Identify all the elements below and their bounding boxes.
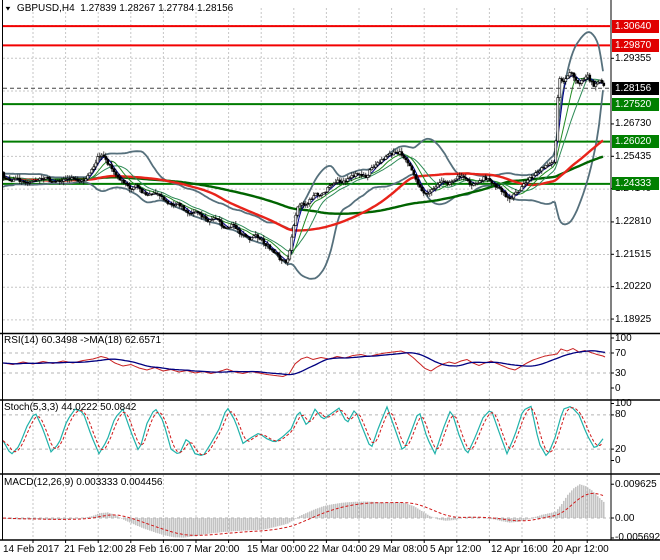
resistance-price-badge: 1.29870 [612,38,659,52]
time-axis-label[interactable]: 28 Feb 16:00 [125,544,184,555]
stochastic-plot[interactable] [3,405,604,457]
time-axis-label[interactable]: 5 Apr 12:00 [430,544,482,555]
ma-fast-green [3,77,604,257]
time-axis-label[interactable]: 20 Apr 12:00 [552,544,609,555]
rsi-axis-label: 100 [615,332,632,344]
price-axis-label: 1.21515 [615,248,652,260]
rsi-axis-label: 70 [615,347,627,359]
macd-panel-header: MACD(12,26,9) 0.003333 0.004456 [4,477,163,488]
macd-signal-line [3,492,604,536]
ma-slow-red [3,139,604,232]
support-price-badge: 1.27520 [612,97,659,111]
macd-axis-label: 0.00 [615,512,635,524]
support-price-badge: 1.24333 [612,177,659,191]
stoch-d-line [3,407,604,456]
support-resistance-lines [3,25,610,185]
time-axis-label[interactable]: 21 Feb 12:00 [64,544,123,555]
macd-plot[interactable] [3,484,605,538]
time-axis-label[interactable]: 14 Feb 2017 [3,544,60,555]
panel-frame [0,0,660,543]
time-axis-label[interactable]: 22 Mar 04:00 [308,544,367,555]
time-axis-label[interactable]: 7 Mar 20:00 [186,544,240,555]
bear-candles [3,72,606,263]
price-axis-label: 1.29355 [615,52,652,64]
time-axis-label[interactable]: 29 Mar 08:00 [369,544,428,555]
main-price-plot[interactable] [3,31,606,280]
stoch-axis-label: 0 [615,455,621,466]
price-axis-label: 1.22810 [615,216,652,228]
stoch-k-line [3,405,604,457]
price-axis-label: 1.25435 [615,150,652,162]
rsi-panel-header: RSI(14) 60.3498 ->MA(18) 62.6571 [4,335,162,346]
current-price-badge: 1.28156 [612,81,659,95]
rsi-ma-line [3,350,606,376]
rsi-line [3,347,606,378]
macd-axis-label: 0.009625 [615,478,657,490]
time-axis-label[interactable]: 12 Apr 16:00 [491,544,548,555]
symbol-timeframe-label: GBPUSD,H4 [16,3,75,14]
price-axis-label: 1.20220 [615,281,652,293]
time-axis-label[interactable]: 15 Mar 00:00 [247,544,306,555]
stoch-axis-label: 80 [615,409,627,421]
resistance-price-badge: 1.30640 [612,19,659,33]
stoch-axis-label: 20 [615,443,627,455]
macd-histogram [3,484,605,538]
chart-dropdown-arrow-icon[interactable]: ▼ [4,4,12,13]
macd-axis-label: -0.005692 [615,532,660,544]
ma-fast-seagreen [3,78,604,252]
chart-title-bar: ▼ GBPUSD,H4 1.27839 1.28267 1.27784 1.281… [4,3,233,14]
rsi-axis-label: 30 [615,367,627,379]
price-axis-label: 1.18925 [615,313,652,325]
price-axis-label: 1.26730 [615,118,652,130]
ohlc-quote-label: 1.27839 1.28267 1.27784 1.28156 [80,3,234,14]
rsi-axis-label: 0 [615,382,621,394]
stoch-panel-header: Stoch(5,3,3) 44.0222 50.0842 [4,402,137,413]
rsi-plot[interactable] [3,347,606,378]
support-price-badge: 1.26020 [612,135,659,149]
stoch-axis-label: 100 [615,398,632,409]
